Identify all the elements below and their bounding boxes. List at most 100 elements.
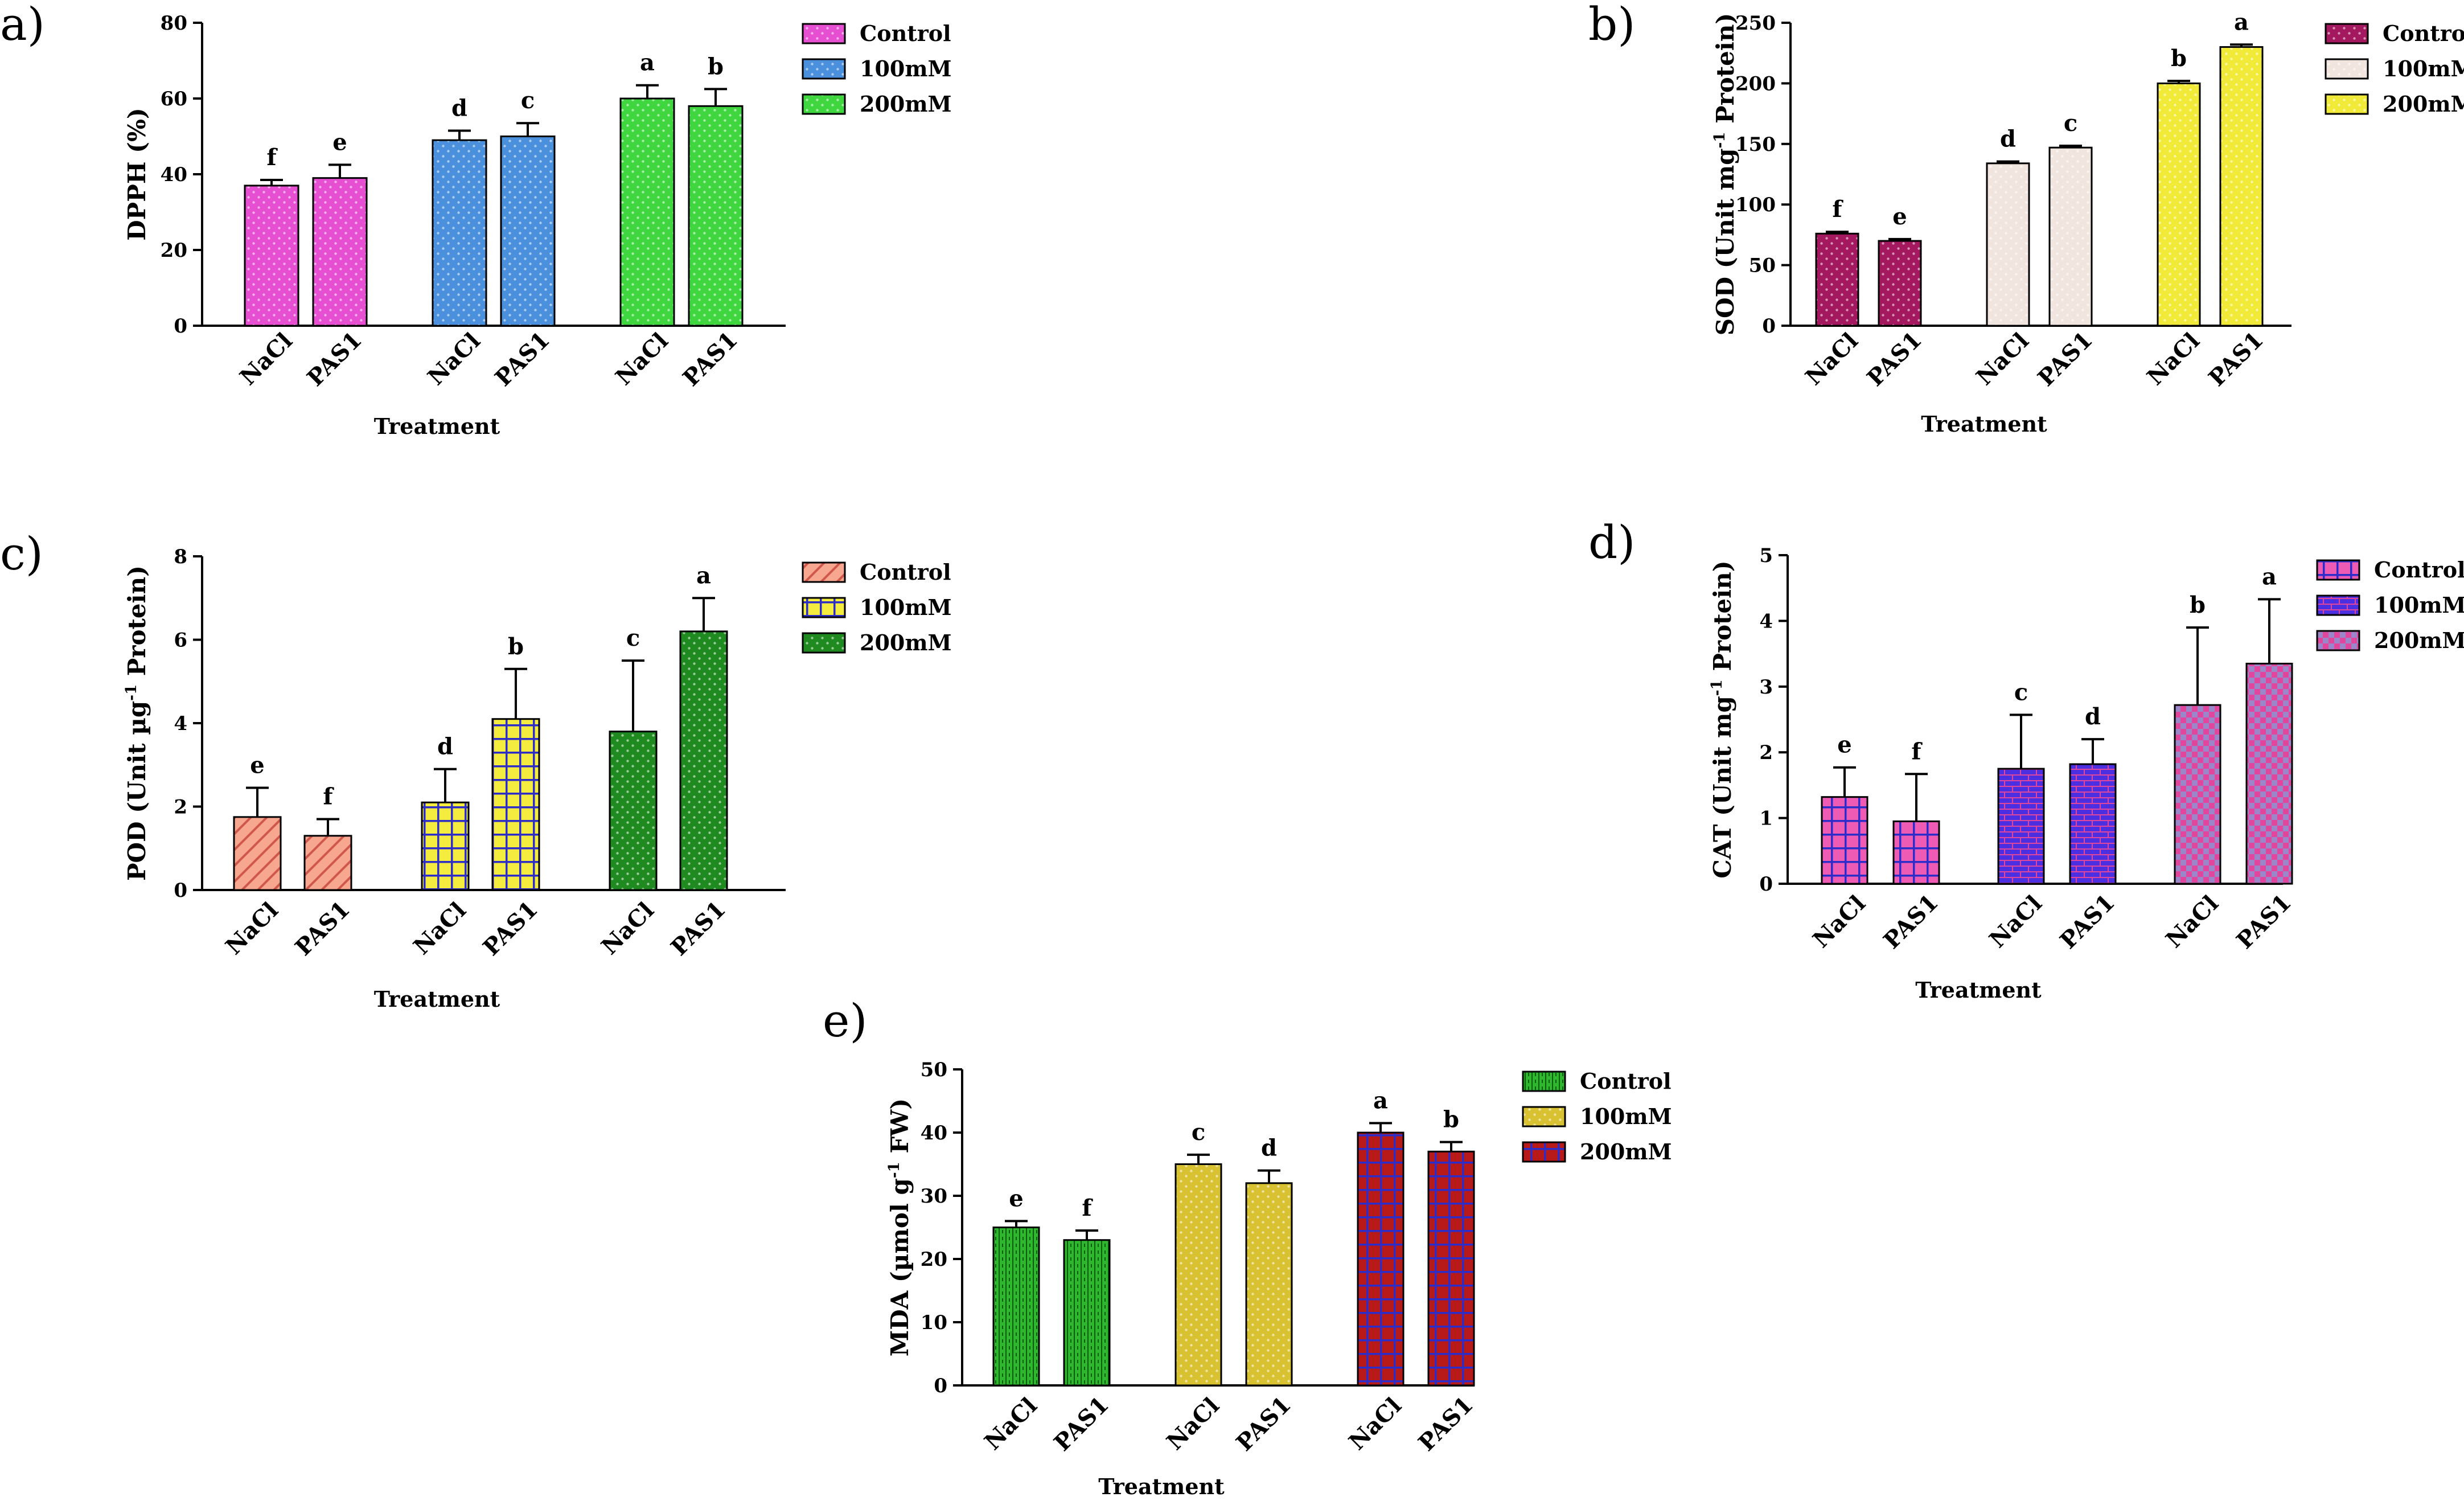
legend-swatch	[2325, 93, 2369, 115]
panel-letter: c)	[0, 527, 43, 580]
x-tick-label: PAS1	[290, 896, 355, 961]
legend-label: Control	[860, 559, 951, 585]
significance-letter: b	[1443, 1106, 1459, 1133]
legend-label: 200mM	[2383, 91, 2464, 117]
bar	[432, 139, 487, 327]
x-tick-label: NaCl	[596, 897, 659, 960]
y-tick-label: 1	[1759, 807, 1773, 830]
x-tick-label: PAS1	[2231, 889, 2296, 954]
significance-letter: f	[1911, 738, 1923, 765]
x-tick-label: NaCl	[1984, 890, 2047, 953]
x-tick-label: PAS1	[1231, 1391, 1296, 1456]
x-tick-label: PAS1	[1878, 889, 1943, 954]
y-tick-label: 100	[1735, 194, 1776, 216]
significance-letter: c	[521, 87, 535, 114]
legend-label: Control	[2374, 557, 2464, 583]
legend-label: 100mM	[860, 594, 952, 620]
significance-letter: e	[1892, 203, 1907, 230]
panel-letter: e)	[823, 994, 868, 1047]
bar	[2157, 82, 2201, 327]
x-tick-label: NaCl	[979, 1392, 1042, 1455]
y-tick-label: 80	[161, 12, 187, 35]
legend-label: Control	[2383, 20, 2464, 46]
significance-letter: e	[332, 129, 347, 155]
x-tick-label: NaCl	[220, 897, 284, 960]
y-tick-label: 4	[174, 712, 187, 735]
legend-swatch	[802, 23, 846, 44]
legend-swatch	[802, 597, 846, 618]
y-tick-label: 6	[174, 629, 187, 652]
x-tick-label: PAS1	[2032, 326, 2097, 391]
y-tick-label: 8	[174, 546, 187, 568]
bar	[1063, 1239, 1111, 1387]
chart-panel-a: a) 0 20 40 60 80 DPPH (%) f NaCl e PAS1 d NaCl c PAS1 a…	[0, 0, 952, 439]
significance-letter: b	[708, 53, 724, 80]
significance-letter: e	[1009, 1185, 1023, 1212]
x-tick-label: PAS1	[1049, 1391, 1114, 1456]
significance-letter: c	[2014, 679, 2028, 706]
x-tick-label: PAS1	[1862, 326, 1927, 391]
legend-swatch	[802, 93, 846, 115]
panel-letter: a)	[0, 0, 45, 51]
y-tick-label: 0	[1762, 315, 1776, 338]
x-tick-label: NaCl	[1344, 1392, 1407, 1455]
significance-letter: f	[323, 783, 334, 810]
y-axis-title: CAT (Unit mg-1 Protein)	[1709, 560, 1736, 878]
bar	[2174, 704, 2221, 885]
bar	[1427, 1150, 1475, 1387]
legend-label: Control	[860, 20, 951, 46]
panel-letter: b)	[1588, 0, 1635, 51]
bar	[1821, 796, 1868, 885]
bar	[1892, 820, 1940, 885]
chart-panel-d: d) 0 1 2 3 4 5 CAT (Unit mg-1 Protein) e NaCl f PAS…	[1588, 516, 2464, 1003]
significance-letter: d	[2085, 703, 2101, 730]
bar	[992, 1227, 1040, 1387]
bar	[609, 731, 658, 891]
x-axis-title: Treatment	[374, 986, 500, 1012]
significance-letter: c	[1192, 1119, 1205, 1146]
panel-letter: d)	[1588, 516, 1635, 569]
x-tick-label: NaCl	[1971, 327, 2034, 391]
legend-swatch	[802, 561, 846, 583]
y-tick-label: 40	[921, 1122, 947, 1145]
significance-letter: a	[696, 562, 711, 589]
y-tick-label: 30	[921, 1185, 947, 1208]
significance-letter: c	[626, 625, 640, 651]
legend-label: Control	[1580, 1068, 1672, 1094]
y-tick-label: 2	[174, 796, 187, 819]
significance-letter: a	[2234, 9, 2249, 35]
legend-label: 200mM	[2374, 628, 2464, 653]
legend-label: 200mM	[1580, 1139, 1672, 1164]
y-tick-label: 2	[1759, 741, 1773, 764]
x-tick-label: PAS1	[490, 326, 555, 391]
x-tick-label: NaCl	[408, 897, 471, 960]
significance-letter: d	[2000, 126, 2016, 153]
legend: Control 100mM 200mM	[2325, 20, 2464, 117]
y-tick-label: 250	[1735, 12, 1776, 35]
x-tick-label: PAS1	[2055, 889, 2120, 954]
legend-swatch	[802, 632, 846, 654]
x-tick-label: NaCl	[1800, 327, 1863, 391]
x-axis-title: Treatment	[1098, 1474, 1225, 1499]
bar	[303, 835, 352, 891]
x-tick-label: PAS1	[666, 896, 730, 961]
x-tick-label: PAS1	[2203, 326, 2268, 391]
significance-letter: b	[2190, 592, 2206, 618]
legend-swatch	[802, 58, 846, 80]
bar	[244, 184, 299, 327]
y-tick-label: 3	[1759, 676, 1773, 699]
x-tick-label: PAS1	[677, 326, 742, 391]
y-tick-label: 20	[161, 239, 187, 262]
bar	[2245, 662, 2293, 885]
y-axis-title: POD (Unit µg-1 Protein)	[123, 565, 151, 881]
legend-label: 100mM	[2374, 592, 2464, 618]
significance-letter: c	[2064, 110, 2077, 137]
x-axis-title: Treatment	[1915, 977, 2042, 1003]
x-tick-label: PAS1	[302, 326, 367, 391]
y-tick-label: 20	[921, 1248, 947, 1271]
bar	[421, 801, 470, 891]
y-tick-label: 0	[174, 315, 187, 338]
y-tick-label: 150	[1735, 133, 1776, 156]
